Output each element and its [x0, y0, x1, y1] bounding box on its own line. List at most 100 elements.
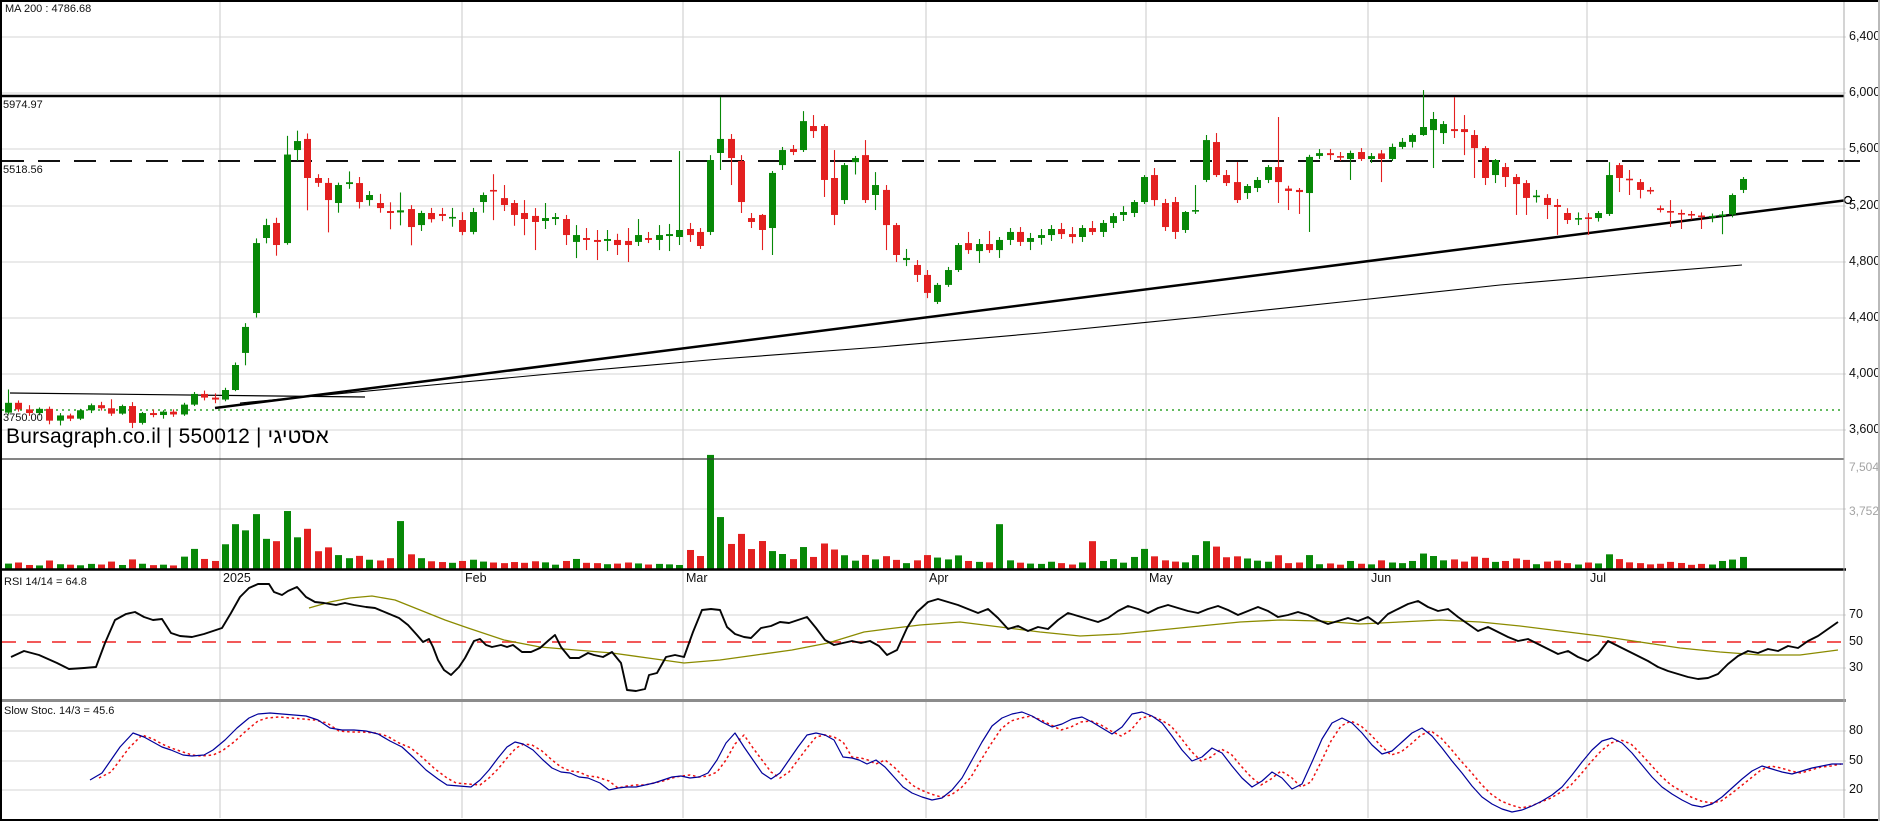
volume-bar: [1306, 555, 1313, 569]
volume-bar: [1265, 561, 1272, 569]
ma200-legend: MA 200 : 4786.68: [5, 3, 92, 15]
candle-down: [1378, 153, 1385, 160]
candle-down: [377, 203, 384, 209]
volume-bar: [1347, 560, 1354, 569]
candle-up: [1316, 153, 1323, 156]
volume-bar: [46, 560, 53, 569]
price-axis-tick: 4,800: [1849, 254, 1880, 268]
price-level-label: 3750.00: [3, 412, 43, 424]
volume-bar: [490, 562, 497, 569]
candle-up: [717, 138, 724, 153]
volume-bar: [542, 562, 549, 569]
candle-down: [583, 237, 590, 240]
volume-bar: [934, 557, 941, 569]
candle-down: [1678, 212, 1685, 215]
stoch-axis-tick: 80: [1849, 723, 1863, 737]
volume-bar: [1461, 561, 1468, 569]
volume-bar: [366, 559, 373, 569]
candle-up: [1265, 167, 1272, 180]
volume-bar: [1688, 564, 1695, 569]
volume-bar: [294, 537, 301, 569]
candle-up: [1182, 212, 1189, 230]
rsi-line: [10, 583, 1839, 692]
volume-bar: [191, 548, 198, 569]
volume-bar: [790, 559, 797, 569]
volume-bar: [862, 554, 869, 569]
candle-up: [1120, 212, 1127, 215]
volume-bar: [1585, 562, 1592, 569]
candle-up: [1575, 218, 1582, 220]
candle-up: [779, 150, 786, 166]
volume-bar: [1296, 562, 1303, 569]
volume-bar: [893, 559, 900, 569]
candle-down: [625, 240, 632, 246]
volume-bar: [1254, 560, 1261, 569]
volume-bar: [356, 555, 363, 569]
candle-up: [119, 406, 126, 414]
candle-down: [1523, 183, 1530, 198]
volume-bars-layer: [5, 454, 1747, 569]
candle-down: [810, 126, 817, 132]
volume-bar: [387, 558, 394, 569]
candle-down: [1451, 129, 1458, 132]
volume-bar: [284, 511, 291, 569]
price-levels-layer: [2, 94, 1860, 411]
candle-down: [408, 209, 415, 228]
volume-bar: [119, 564, 126, 569]
candle-up: [1079, 228, 1086, 238]
volume-bar: [914, 560, 921, 569]
volume-bar: [449, 562, 456, 569]
candle-up: [769, 172, 776, 229]
candle-down: [1058, 229, 1065, 235]
volume-bar: [1657, 563, 1664, 569]
candle-down: [1688, 213, 1695, 216]
candle-up: [57, 415, 64, 421]
candle-up: [470, 212, 477, 232]
volume-bar: [1368, 564, 1375, 569]
volume-bar: [129, 559, 136, 569]
volume-bar: [1698, 563, 1705, 569]
candle-up: [263, 225, 270, 238]
candle-up: [976, 244, 983, 252]
price-level-label: 5518.56: [3, 164, 43, 176]
candle-down: [1234, 182, 1241, 201]
candle-down: [108, 408, 115, 414]
candle-down: [98, 405, 105, 409]
rsi-layer: [10, 583, 1839, 692]
volume-bar: [800, 547, 807, 569]
candle-down: [356, 183, 363, 203]
volume-bar: [676, 564, 683, 569]
volume-bar: [1131, 556, 1138, 569]
volume-bar: [552, 564, 559, 569]
candle-up: [36, 408, 43, 414]
volume-bar: [717, 517, 724, 569]
volume-bar: [170, 565, 177, 569]
volume-bar: [263, 538, 270, 569]
candle-up: [666, 234, 673, 237]
volume-bar: [1141, 548, 1148, 569]
candle-up: [872, 185, 879, 196]
candle-up: [284, 154, 291, 244]
volume-bar: [36, 565, 43, 569]
volume-bar: [108, 561, 115, 569]
volume-bar: [1285, 563, 1292, 569]
volume-bar: [1234, 556, 1241, 569]
volume-bar: [1575, 564, 1582, 569]
volume-bar: [1647, 564, 1654, 569]
candle-down: [1358, 152, 1365, 160]
volume-bar: [986, 562, 993, 569]
candle-down: [1213, 142, 1220, 176]
candle-up: [1048, 229, 1055, 236]
volume-bar: [1089, 541, 1096, 569]
month-label: Jul: [1590, 571, 1606, 585]
candle-up: [955, 245, 962, 271]
candle-down: [1657, 208, 1664, 211]
volume-bar: [480, 561, 487, 569]
candle-down: [1337, 156, 1344, 158]
volume-bar: [232, 524, 239, 569]
volume-bar: [1430, 556, 1437, 569]
candle-up: [294, 141, 301, 151]
volume-bar: [635, 563, 642, 569]
volume-bar: [98, 564, 105, 569]
volume-bar: [1626, 562, 1633, 569]
